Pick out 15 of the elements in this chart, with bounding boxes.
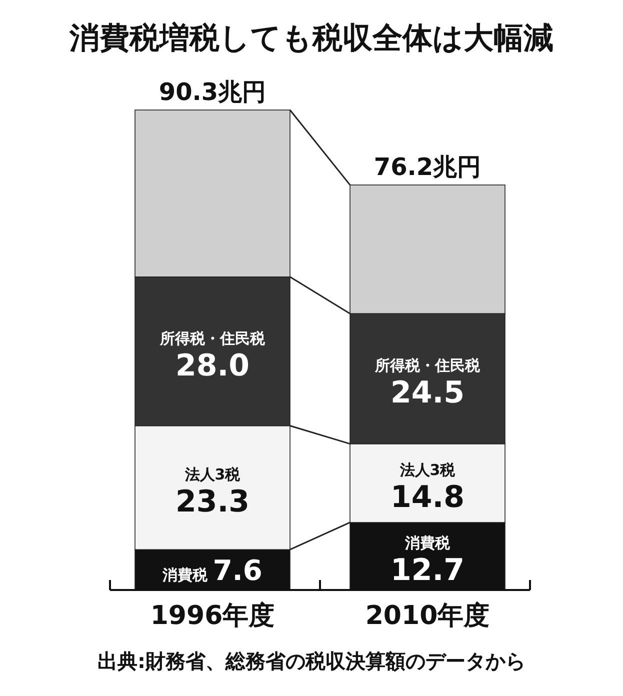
text: 消費税	[405, 534, 450, 552]
data-label: 28.0	[175, 348, 250, 384]
data-label: 7.6	[212, 554, 262, 587]
data-label: 12.7	[390, 553, 465, 588]
series-label: 法人3税	[398, 461, 456, 480]
data-label: 24.5	[390, 376, 465, 411]
data-label: 23.3	[175, 484, 250, 520]
data-label: 14.8	[390, 480, 465, 516]
series-label: 消費税	[162, 566, 213, 584]
text: 法人3税	[184, 466, 240, 484]
x-tick-label: 2010年度	[365, 601, 490, 631]
x-tick-label: 1996年度	[150, 601, 275, 631]
text: 所得税・住民税	[375, 356, 480, 375]
title: 消費税増税しても税収全体は大幅減	[70, 21, 554, 56]
series-label: 所得税・住民税	[159, 329, 266, 348]
